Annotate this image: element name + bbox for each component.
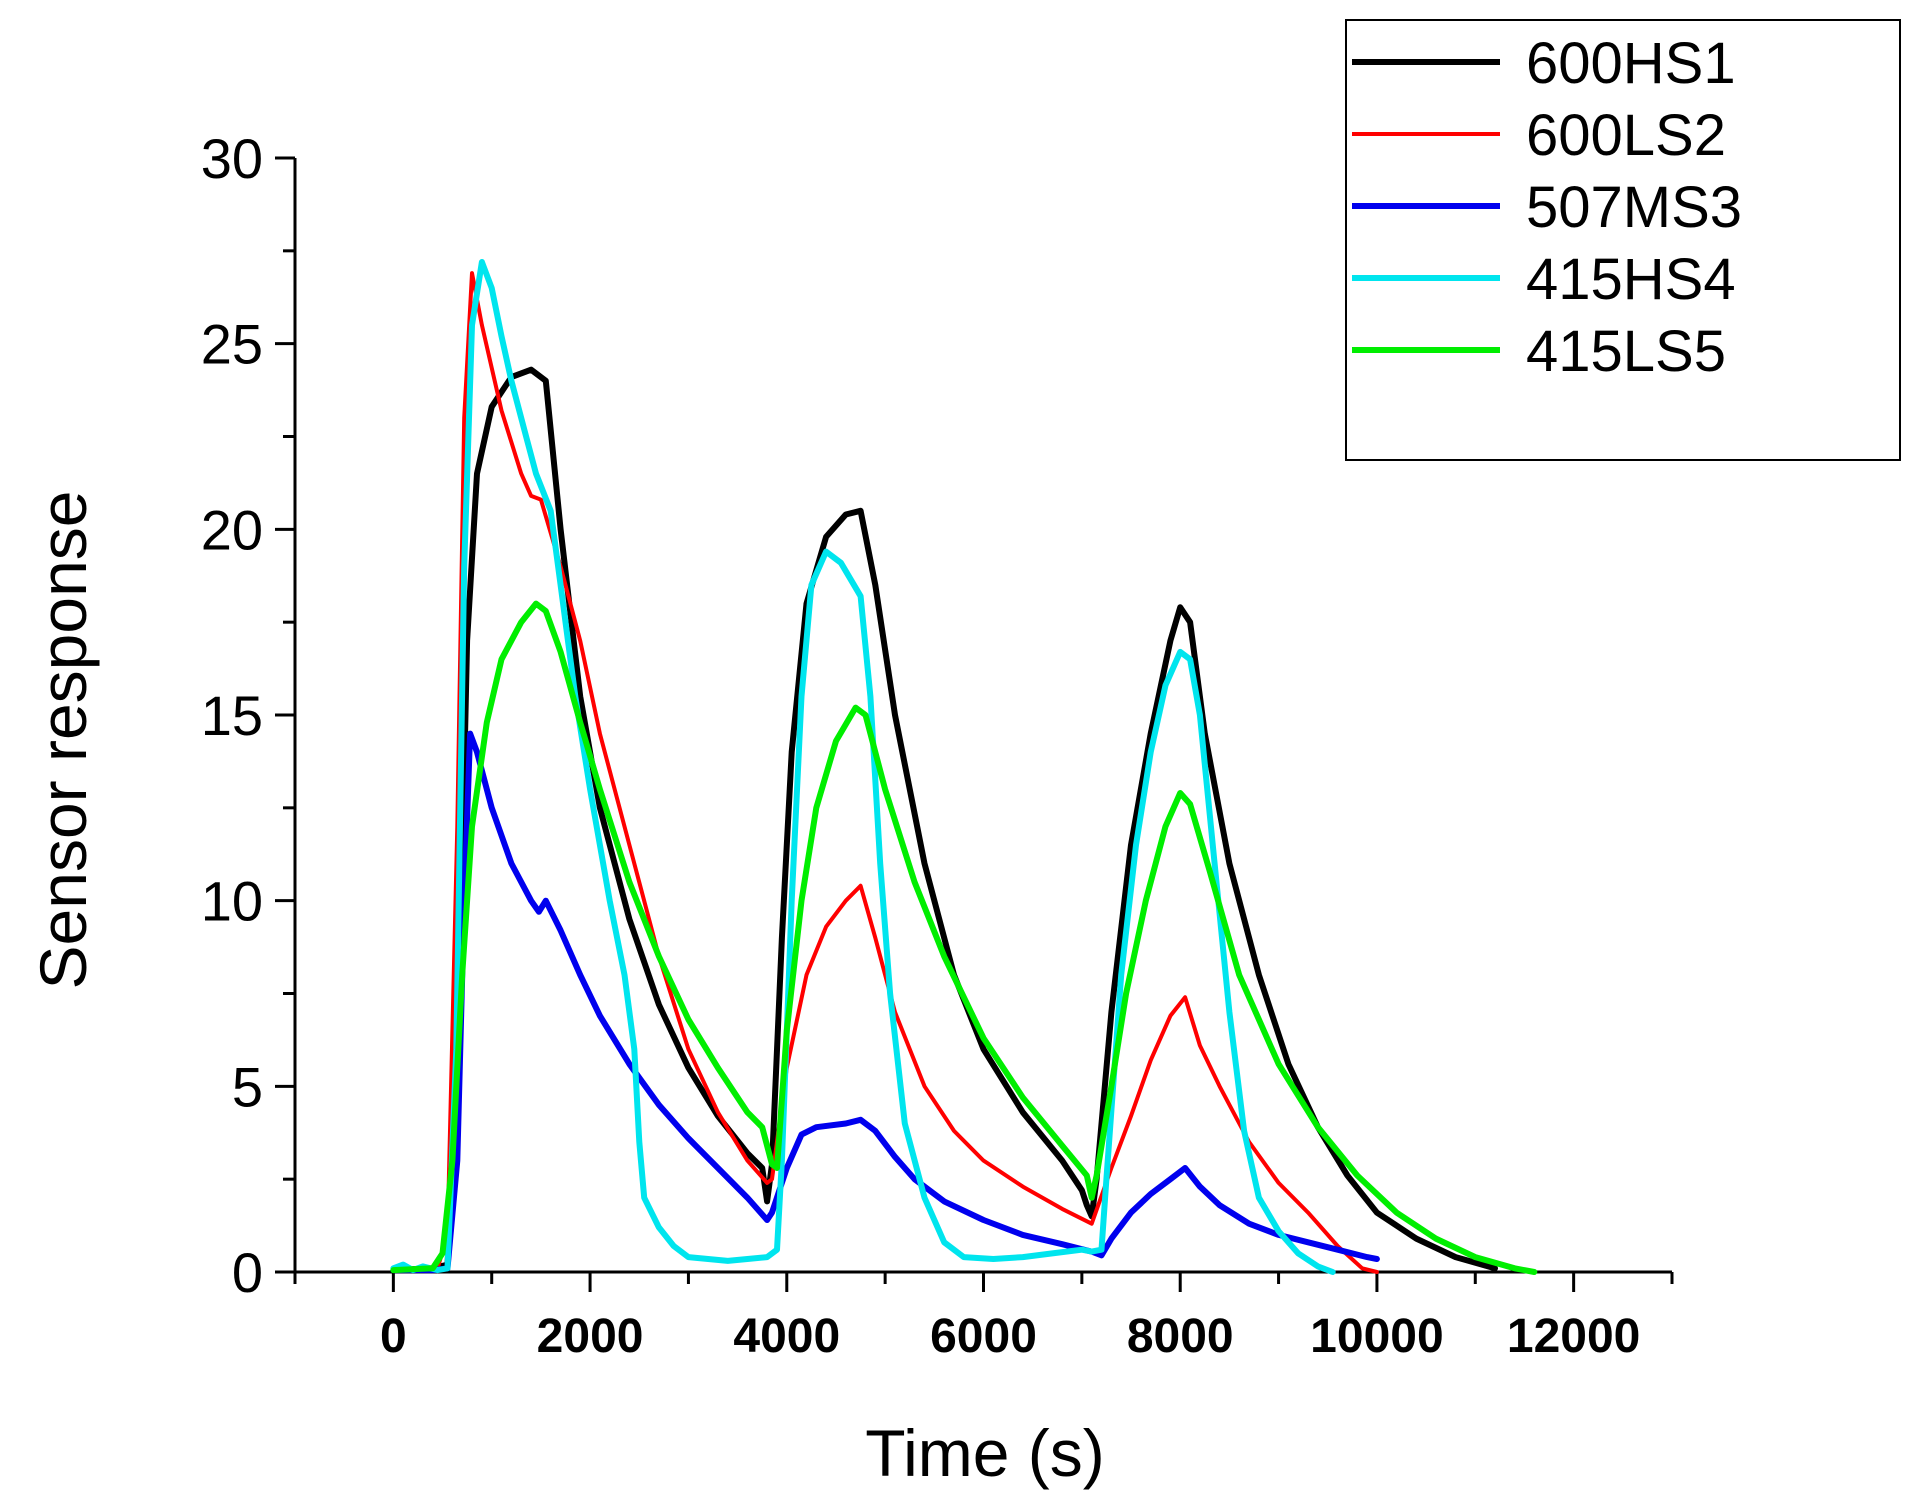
series-layer (390, 259, 1538, 1275)
x-tick-label: 12000 (1507, 1310, 1640, 1363)
legend-label: 507MS3 (1526, 175, 1742, 240)
x-tick-label: 10000 (1310, 1310, 1443, 1363)
y-tick-label: 20 (201, 498, 263, 561)
legend-label: 415LS5 (1526, 319, 1726, 384)
x-tick-label: 8000 (1127, 1310, 1234, 1363)
y-tick-label: 30 (201, 127, 263, 190)
legend: 600HS1 600LS2 507MS3 415HS4 415LS5 (1345, 19, 1901, 461)
y-tick-label: 5 (232, 1055, 263, 1118)
y-axis-title: Sensor response (26, 491, 100, 990)
series-line-600LS2 (391, 271, 1379, 1274)
legend-box (1345, 19, 1901, 461)
x-axis-title: Time (s) (865, 1416, 1105, 1490)
y-axis-ticks: 0 5 10 15 20 25 30 (201, 127, 295, 1304)
legend-label: 600LS2 (1526, 103, 1726, 168)
x-tick-label: 6000 (930, 1310, 1037, 1363)
y-tick-label: 10 (201, 870, 263, 933)
y-tick-label: 15 (201, 684, 263, 747)
x-tick-label: 2000 (537, 1310, 644, 1363)
x-axis-ticks: 0 2000 4000 6000 8000 10000 12000 (293, 1272, 1674, 1363)
x-tick-label: 4000 (733, 1310, 840, 1363)
legend-label: 600HS1 (1526, 31, 1736, 96)
y-tick-label: 25 (201, 313, 263, 376)
series-line-415HS4 (390, 259, 1336, 1275)
y-tick-label: 0 (232, 1241, 263, 1304)
series-line-415LS5 (390, 600, 1538, 1275)
series-line-507MS3 (390, 730, 1380, 1274)
axes: 0 2000 4000 6000 8000 10000 12000 0 5 10 15 20 25 30 (201, 127, 1674, 1363)
series-line-600HS1 (390, 366, 1498, 1274)
legend-label: 415HS4 (1526, 247, 1736, 312)
x-tick-label: 0 (380, 1310, 407, 1363)
